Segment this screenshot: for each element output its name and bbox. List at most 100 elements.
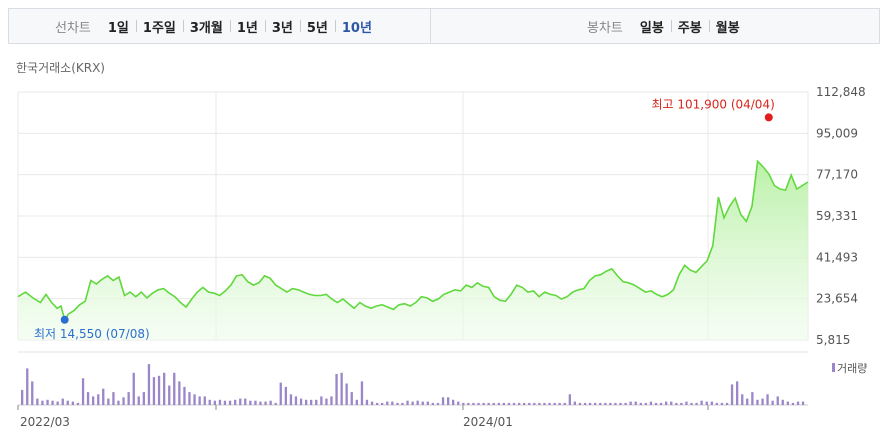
y-tick-label: 5,815 <box>816 333 850 347</box>
volume-bar <box>659 402 663 405</box>
volume-bar <box>512 402 516 405</box>
volume-bar <box>289 394 293 406</box>
volume-bar <box>36 398 39 406</box>
volume-bar <box>355 399 358 405</box>
volume-bar <box>518 402 521 405</box>
volume-bar <box>168 385 171 405</box>
volume-bar <box>477 402 480 405</box>
volume-bar <box>746 398 749 406</box>
volume-bar <box>487 402 490 405</box>
volume-bar <box>294 396 298 405</box>
volume-bar <box>325 398 328 406</box>
volume-bar <box>360 381 364 406</box>
volume-bar <box>568 394 571 406</box>
volume-bar <box>92 396 95 405</box>
volume-bar <box>421 401 424 405</box>
volume-bar <box>234 399 237 405</box>
volume-bar <box>452 399 455 405</box>
volume-bar <box>766 394 769 406</box>
volume-bar <box>553 402 556 405</box>
line-chart-label: 선차트 <box>55 20 91 36</box>
tab-daily-candle[interactable]: 일봉 <box>639 20 664 36</box>
volume-bar <box>761 398 764 406</box>
volume-bar <box>46 399 49 405</box>
high-marker <box>764 113 773 122</box>
y-tick-label: 95,009 <box>816 126 858 140</box>
tab-3-years[interactable]: 3년 <box>264 17 300 36</box>
volume-bar <box>786 401 789 405</box>
volume-bar <box>218 399 222 405</box>
tab-10-years[interactable]: 10년 <box>334 17 379 36</box>
volume-bar <box>482 402 485 405</box>
volume-bar <box>654 402 658 405</box>
volume-bar <box>583 402 587 405</box>
volume-legend-label: 거래량 <box>837 362 867 375</box>
volume-bar <box>152 377 156 405</box>
volume-bar <box>543 402 546 405</box>
volume-bar <box>725 402 729 405</box>
volume-bar <box>599 402 602 405</box>
volume-bar <box>330 396 333 405</box>
tab-3-months[interactable]: 3개월 <box>182 17 230 36</box>
volume-bar <box>157 375 161 405</box>
volume-bar <box>335 374 338 405</box>
volume-bar <box>467 402 470 405</box>
volume-bar <box>320 396 323 405</box>
tab-5-years[interactable]: 5년 <box>299 17 335 36</box>
volume-bar <box>86 392 90 405</box>
volume-bar <box>244 398 247 406</box>
tab-weekly-candle[interactable]: 주봉 <box>670 17 709 36</box>
tab-1-year[interactable]: 1년 <box>229 17 265 36</box>
volume-bar <box>142 392 145 405</box>
volume-bar <box>97 394 100 406</box>
volume-bar <box>624 402 627 405</box>
volume-bar <box>441 397 445 405</box>
candle-chart-label: 봉차트 <box>587 20 623 36</box>
volume-bar <box>198 396 201 405</box>
volume-bar <box>41 400 44 405</box>
volume-bar <box>634 401 637 405</box>
volume-bar <box>619 402 622 405</box>
volume-bar <box>249 400 252 405</box>
volume-bar <box>720 402 724 405</box>
volume-bar <box>365 399 369 405</box>
volume-bar <box>690 402 693 405</box>
volume-bar <box>117 400 120 405</box>
volume-bar <box>447 397 450 405</box>
volume-bar <box>279 382 282 405</box>
volume-bar <box>284 386 287 405</box>
volume-bar <box>406 400 409 405</box>
volume-bar <box>386 401 389 405</box>
tab-monthly-candle[interactable]: 월봉 <box>708 17 747 36</box>
volume-bar <box>665 401 668 405</box>
volume-bar <box>776 396 779 405</box>
volume-bar <box>426 401 429 405</box>
low-label: 최저 14,550 (07/08) <box>34 327 150 341</box>
data-source-label: 한국거래소(KRX) <box>16 61 105 75</box>
volume-bar <box>462 402 465 405</box>
volume-bar <box>528 402 531 405</box>
y-tick-label: 112,848 <box>816 85 866 99</box>
volume-bar <box>533 402 536 405</box>
x-tick-label: 2022/03 <box>20 415 70 429</box>
volume-bar <box>801 401 805 405</box>
volume-bar <box>431 402 434 405</box>
volume-bar <box>751 392 754 405</box>
volume-bar <box>594 402 597 405</box>
volume-bar <box>436 402 440 405</box>
volume-bar <box>649 401 653 405</box>
volume-bar <box>416 400 419 405</box>
volume-bar <box>102 388 105 405</box>
volume-bar <box>497 402 500 405</box>
volume-bar <box>188 392 191 405</box>
tab-1-day[interactable]: 1일 <box>107 20 129 36</box>
volume-bar <box>223 400 227 405</box>
volume-bar <box>578 402 582 405</box>
volume-bar <box>178 381 181 406</box>
tab-1-week[interactable]: 1주일 <box>135 17 183 36</box>
volume-bar <box>741 394 744 406</box>
tabbar-divider <box>430 9 431 43</box>
volume-bar <box>609 402 612 405</box>
volume-bar <box>411 401 414 405</box>
